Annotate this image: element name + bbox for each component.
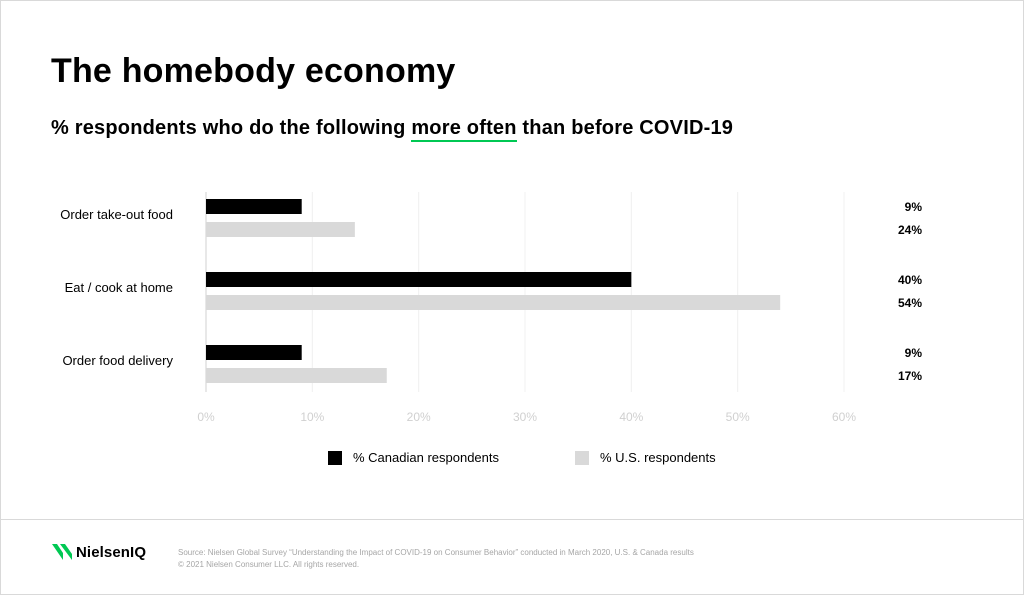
logo-text: NielsenIQ: [76, 543, 147, 561]
legend-label: % Canadian respondents: [353, 450, 499, 465]
chart-subtitle: % respondents who do the following more …: [51, 117, 734, 142]
bar: [206, 295, 781, 310]
data-label: 9%: [905, 200, 923, 214]
bar: [206, 272, 632, 287]
legend-swatch: [575, 451, 589, 465]
source-line: Source: Nielsen Global Survey “Understan…: [178, 548, 694, 557]
bar-chart: 0% 10% 20% 30% 40% 50% 60% Order take-out food 9…: [60, 192, 923, 465]
x-tick-label: 0%: [197, 410, 215, 424]
category-label: Eat / cook at home: [65, 280, 173, 295]
nielseniq-logo: NielsenIQ: [51, 538, 146, 566]
legend-label: % U.S. respondents: [600, 450, 716, 465]
x-tick-label: 30%: [513, 410, 537, 424]
subtitle-after: than before COVID-19: [516, 117, 734, 139]
copyright-line: © 2021 Nielsen Consumer LLC. All rights …: [178, 560, 360, 569]
category-label: Order food delivery: [62, 353, 173, 368]
bar: [206, 345, 302, 360]
subtitle-highlight: more often: [411, 117, 517, 142]
footer-divider: [0, 519, 1024, 520]
data-label: 54%: [898, 296, 922, 310]
x-tick-label: 10%: [300, 410, 324, 424]
category-label: Order take-out food: [60, 207, 173, 222]
x-tick-label: 40%: [619, 410, 643, 424]
data-label: 40%: [898, 273, 922, 287]
x-tick-label: 50%: [726, 410, 750, 424]
subtitle-before: % respondents who do the following: [51, 117, 412, 139]
bar: [206, 222, 355, 237]
x-tick-label: 20%: [407, 410, 431, 424]
x-tick-label: 60%: [832, 410, 856, 424]
chart-title: The homebody economy: [51, 52, 456, 90]
legend-swatch: [328, 451, 342, 465]
source-note: Source: Nielsen Global Survey “Understan…: [178, 547, 694, 571]
data-label: 24%: [898, 223, 922, 237]
bar: [206, 199, 302, 214]
data-label: 17%: [898, 369, 922, 383]
nielseniq-logo-icon: [52, 544, 72, 560]
bar: [206, 368, 387, 383]
data-label: 9%: [905, 346, 923, 360]
